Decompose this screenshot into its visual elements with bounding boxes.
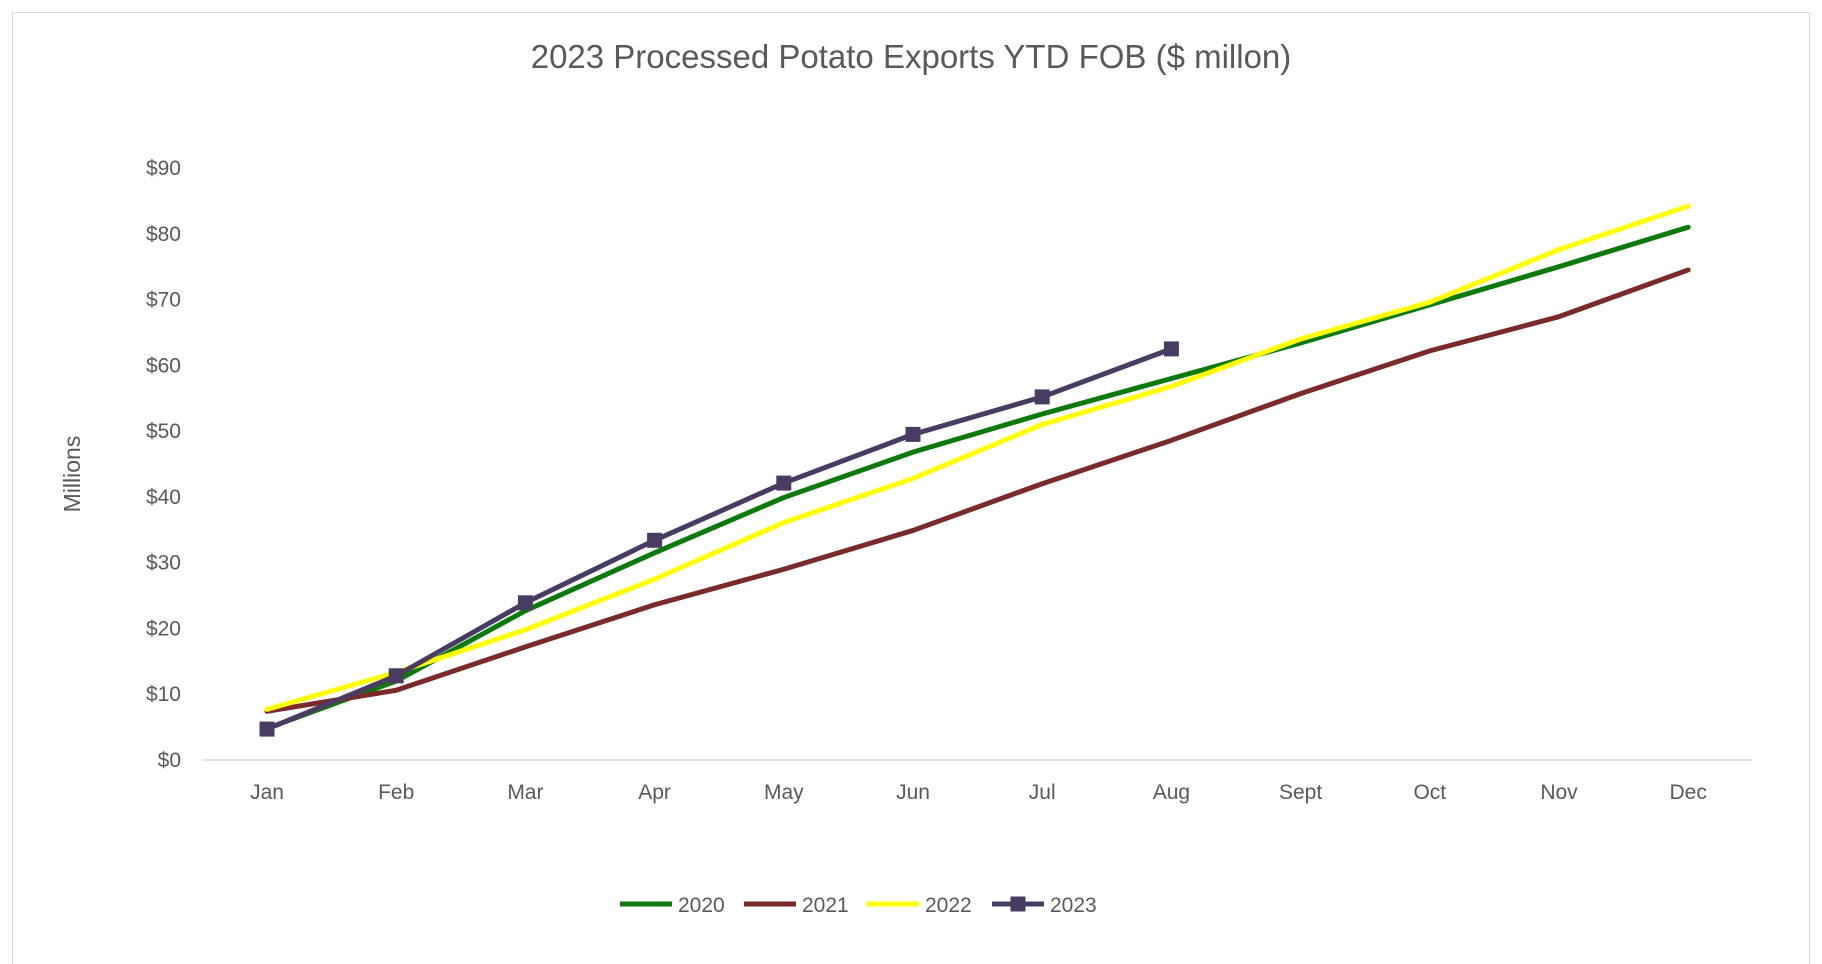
x-tick-label: Feb (378, 781, 414, 804)
legend-label: 2020 (678, 894, 725, 917)
y-tick-label: $90 (146, 157, 181, 180)
y-tick-label: $60 (146, 354, 181, 377)
data-point-2023 (388, 668, 404, 684)
x-tick-label: Jan (250, 781, 284, 804)
legend-item-2021: 2021 (744, 894, 849, 917)
series-layer (259, 203, 1691, 737)
legend-item-2022: 2022 (867, 894, 972, 917)
y-tick-label: $0 (158, 749, 181, 772)
legend-item-2020: 2020 (620, 894, 725, 917)
y-tick-label: $50 (146, 420, 181, 443)
series-2022 (264, 203, 1691, 712)
x-tick-label: Aug (1153, 781, 1190, 804)
x-tick-label: Mar (507, 781, 543, 804)
legend-label: 2022 (925, 894, 972, 917)
y-tick-label: $70 (146, 289, 181, 312)
y-tick-label: $20 (146, 617, 181, 640)
y-tick-label: $30 (146, 552, 181, 575)
series-2023 (259, 341, 1179, 737)
y-tick-label: $80 (146, 223, 181, 246)
data-point-2023 (776, 475, 792, 491)
series-2021 (264, 267, 1691, 714)
y-tick-label: $40 (146, 486, 181, 509)
series-line-2023 (264, 346, 1174, 732)
series-line-2020 (264, 224, 1691, 731)
data-point-2023 (517, 595, 533, 611)
x-tick-label: Nov (1540, 781, 1578, 804)
x-tick-label: Sept (1279, 781, 1322, 804)
legend-label: 2023 (1050, 894, 1097, 917)
series-2020 (264, 224, 1691, 731)
legend-marker (1010, 896, 1026, 912)
series-line-2022 (264, 203, 1691, 712)
y-axis-title: Millions (59, 436, 85, 513)
y-axis-ticks: $0 $10 $20 $30 $40 $50 $60 $70 $80 $90 (146, 157, 181, 772)
x-tick-label: Oct (1413, 781, 1446, 804)
chart-title: 2023 Processed Potato Exports YTD FOB ($… (531, 38, 1292, 75)
x-tick-label: May (764, 781, 804, 804)
y-tick-label: $10 (146, 683, 181, 706)
data-point-2023 (647, 532, 663, 548)
legend: 2020 2021 2022 2023 (620, 894, 1097, 917)
series-line-2021 (264, 267, 1691, 714)
data-point-2023 (905, 426, 921, 442)
x-tick-label: Apr (638, 781, 671, 804)
x-axis-ticks: Jan Feb Mar Apr May Jun Jul Aug Sept Oct Nov Dec (250, 781, 1707, 804)
chart-frame (12, 12, 1810, 964)
legend-item-2023: 2023 (992, 894, 1097, 917)
x-tick-label: Jun (896, 781, 930, 804)
data-point-2023 (1034, 389, 1050, 405)
x-tick-label: Dec (1670, 781, 1707, 804)
x-tick-label: Jul (1029, 781, 1056, 804)
data-point-2023 (259, 721, 275, 737)
legend-label: 2021 (802, 894, 849, 917)
data-point-2023 (1163, 341, 1179, 357)
